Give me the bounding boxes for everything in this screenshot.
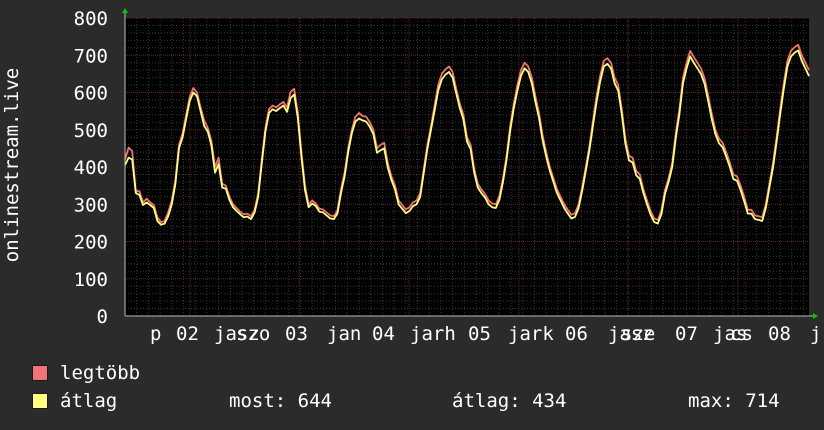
stat-average: átlag: 434 bbox=[452, 390, 567, 412]
y-tick-label: 100 bbox=[74, 269, 108, 291]
x-tick-label: sze bbox=[621, 323, 655, 345]
y-tick-label: 800 bbox=[74, 8, 108, 30]
series-lines bbox=[124, 43, 810, 226]
legend-label-max: legtöbb bbox=[60, 362, 141, 384]
x-tick-label: 07 bbox=[675, 323, 698, 345]
axes bbox=[122, 8, 818, 319]
x-tick-label: cs bbox=[730, 323, 753, 345]
x-tick-label: jasz bbox=[214, 323, 260, 345]
x-tick-label: jas bbox=[713, 323, 747, 345]
x-tick-label: szo bbox=[236, 323, 270, 345]
x-tick-label: jark bbox=[508, 323, 554, 345]
series-line-avg bbox=[124, 49, 810, 226]
legend-swatch-avg bbox=[32, 393, 48, 409]
y-tick-label: 500 bbox=[74, 120, 108, 142]
legend-label-avg: átlag bbox=[60, 390, 118, 412]
y-tick-label: 0 bbox=[97, 306, 108, 328]
x-tick-label: 05 bbox=[468, 323, 491, 345]
y-tick-label: 600 bbox=[74, 83, 108, 105]
x-axis-arrow bbox=[813, 313, 818, 319]
x-tick-label: jasz bbox=[608, 323, 654, 345]
legend-item-avg: átlag bbox=[32, 390, 117, 412]
y-axis-label: onlinestream.live bbox=[1, 67, 23, 263]
y-tick-label: 700 bbox=[74, 45, 108, 67]
y-tick-label: 300 bbox=[74, 194, 108, 216]
y-tick-label: 200 bbox=[74, 232, 108, 254]
x-tick-label: 04 bbox=[372, 323, 395, 345]
x-tick-label: 02 bbox=[176, 323, 199, 345]
major-grid bbox=[125, 17, 809, 317]
x-tick-label: p bbox=[150, 323, 161, 345]
legend-swatch-max bbox=[32, 365, 48, 381]
x-tick-label: jarh bbox=[410, 323, 456, 345]
minor-grid bbox=[125, 18, 809, 316]
x-tick-label: 08 bbox=[768, 323, 791, 345]
x-tick-label: 03 bbox=[285, 323, 308, 345]
x-tick-label: j bbox=[810, 323, 821, 345]
y-axis-arrow bbox=[122, 8, 128, 13]
y-tick-label: 400 bbox=[74, 157, 108, 179]
stat-current: most: 644 bbox=[229, 390, 332, 412]
y-tick-labels: 0 100 200 300 400 500 600 700 800 bbox=[74, 8, 108, 328]
x-tick-label: jan bbox=[327, 323, 361, 345]
stat-max: max: 714 bbox=[688, 390, 780, 412]
legend-item-max: legtöbb bbox=[32, 362, 140, 384]
x-tick-label: 06 bbox=[565, 323, 588, 345]
y-axis-label-wrap: onlinestream.live bbox=[0, 0, 24, 340]
